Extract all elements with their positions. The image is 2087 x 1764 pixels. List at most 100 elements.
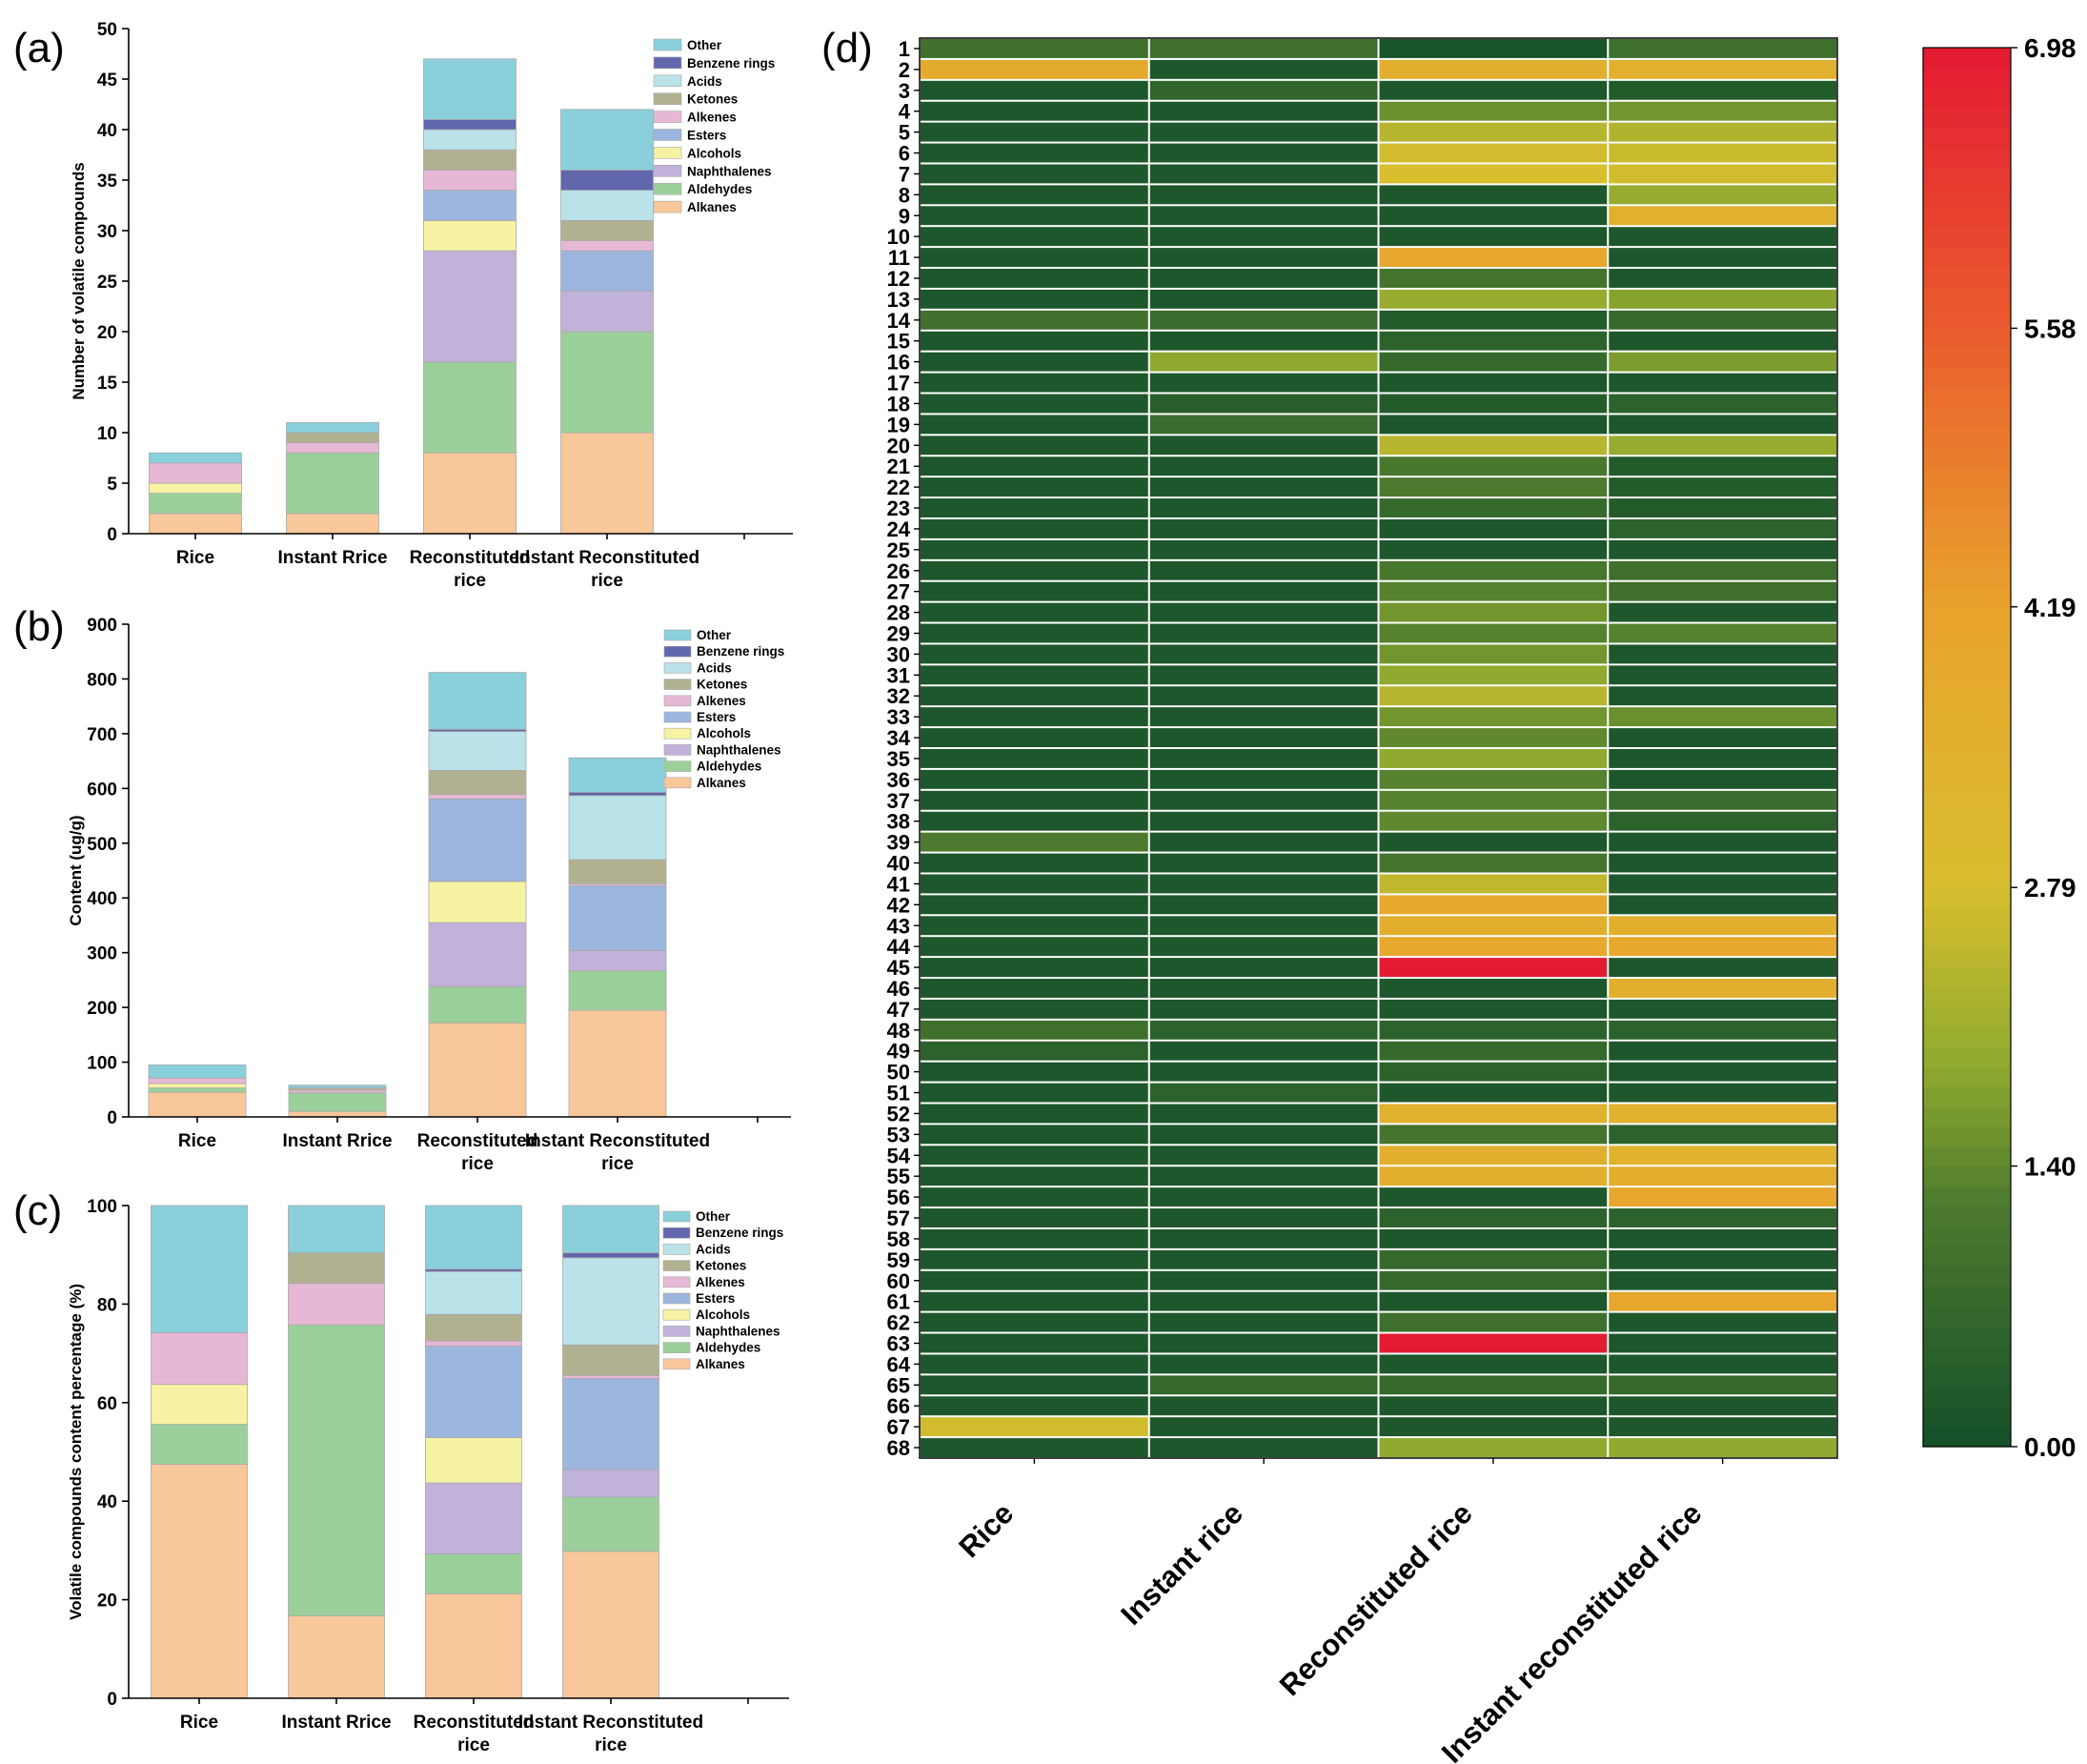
legend-swatch-naphthalenes (662, 1326, 691, 1337)
heatmap-cell-r64-rice (921, 1354, 1148, 1374)
legend-swatch-ketones (653, 92, 682, 105)
bar-segment-naphthalenes-instant-reconstituted-rice (562, 1469, 659, 1498)
bar-segment-aldehydes-instant-reconstituted-rice (568, 970, 667, 1011)
colorbar-step (1923, 48, 2011, 69)
row-label: 9 (899, 204, 910, 228)
row-label: 63 (887, 1331, 910, 1355)
heatmap-cell-r10-instant-reconstituted-rice (1609, 227, 1836, 247)
x-tick-label-line: Reconstituted (414, 1713, 535, 1733)
heatmap-cell-r18-instant-reconstituted-rice (1609, 394, 1836, 414)
colorbar-tick-label: 6.98 (2024, 33, 2077, 63)
row-label: 51 (887, 1082, 910, 1105)
row-label: 1 (899, 37, 910, 61)
bar-segment-alkanes-instant-rrice (288, 1110, 387, 1118)
heatmap-cell-r30-instant-reconstituted-rice (1609, 644, 1836, 664)
heatmap-cell-r23-instant-reconstituted-rice (1609, 498, 1836, 517)
colorbar-step (1923, 1267, 2011, 1288)
heatmap-cell-r51-instant-rice (1149, 1083, 1378, 1103)
bar-segment-naphthalenes-reconstituted-rice (423, 250, 517, 363)
colorbar-step (1923, 347, 2011, 369)
heatmap-cell-r42-rice (921, 895, 1148, 915)
x-tick-label: Instant Rrice (282, 1131, 392, 1151)
heatmap-cell-r15-rice (921, 331, 1148, 351)
heatmap-cell-r40-reconstituted-rice (1379, 853, 1608, 873)
heatmap-cell-r15-reconstituted-rice (1379, 331, 1608, 351)
legend-label-aldehydes: Aldehydes (687, 182, 752, 196)
heatmap-cell-r38-instant-reconstituted-rice (1609, 811, 1836, 831)
heatmap-cell-r33-instant-reconstituted-rice (1609, 707, 1836, 727)
heatmap-cell-r20-rice (921, 436, 1148, 456)
y-tick-label: 5 (107, 475, 117, 495)
bar-segment-alkenes-reconstituted-rice (425, 1340, 522, 1347)
heatmap-cell-r30-rice (921, 644, 1148, 664)
colorbar-step (1923, 846, 2011, 868)
heatmap-cell-r68-instant-reconstituted-rice (1609, 1438, 1836, 1457)
colorbar-step (1923, 1006, 2011, 1028)
heatmap-cell-r49-instant-rice (1149, 1041, 1378, 1061)
bar-segment-other-reconstituted-rice (423, 58, 517, 120)
bar-segment-alkanes-instant-rrice (288, 1615, 385, 1699)
panel-label: (d) (821, 25, 873, 71)
bar-segment-esters-instant-reconstituted-rice (562, 1378, 659, 1470)
heatmap-cell-r59-instant-rice (1149, 1249, 1378, 1269)
heatmap-cell-r11-reconstituted-rice (1379, 248, 1608, 268)
heatmap-cell-r28-instant-rice (1149, 602, 1378, 622)
colorbar-step (1923, 1387, 2011, 1408)
heatmap-cell-r60-instant-reconstituted-rice (1609, 1270, 1836, 1290)
bar-segment-alkenes-instant-rrice (288, 1089, 387, 1094)
bar-segment-aldehydes-reconstituted-rice (425, 1553, 522, 1594)
bar-segment-other-instant-rrice (286, 421, 379, 434)
heatmap-cell-r60-reconstituted-rice (1379, 1270, 1608, 1290)
heatmap-cell-r26-instant-rice (1149, 560, 1378, 580)
legend-label-ketones: Ketones (696, 1259, 746, 1273)
heatmap-cell-r64-instant-rice (1149, 1354, 1378, 1374)
row-label: 2 (899, 58, 910, 82)
colorbar-step (1923, 187, 2011, 209)
heatmap-cell-r47-instant-reconstituted-rice (1609, 999, 1836, 1019)
colorbar-step (1923, 667, 2011, 688)
row-label: 16 (887, 351, 910, 375)
heatmap-cell-r38-reconstituted-rice (1379, 811, 1608, 831)
heatmap-cell-r29-reconstituted-rice (1379, 623, 1608, 643)
bar-segment-aldehydes-reconstituted-rice (423, 361, 517, 454)
heatmap-cell-r59-instant-reconstituted-rice (1609, 1249, 1836, 1269)
bar-segment-alcohols-reconstituted-rice (423, 219, 517, 252)
y-tick-label: 20 (97, 1592, 117, 1612)
heatmap-cell-r5-reconstituted-rice (1379, 122, 1608, 142)
bar-segment-alcohols-reconstituted-rice (425, 1437, 522, 1484)
heatmap-cell-r22-reconstituted-rice (1379, 477, 1608, 497)
legend-label-other: Other (687, 38, 722, 52)
legend-swatch-other (663, 629, 692, 641)
colorbar-tick-label: 4.19 (2024, 593, 2077, 622)
heatmap-cell-r46-instant-rice (1149, 979, 1378, 998)
x-tick-label-line: rice (591, 571, 623, 591)
colorbar-step (1923, 627, 2011, 648)
heatmap-cell-r9-instant-reconstituted-rice (1609, 206, 1836, 226)
heatmap-cell-r41-rice (921, 874, 1148, 894)
y-tick-label: 0 (107, 1690, 117, 1710)
colorbar-step (1923, 647, 2011, 668)
heatmap-cell-r32-reconstituted-rice (1379, 686, 1608, 706)
colorbar-step (1923, 167, 2011, 189)
heatmap-cell-r51-rice (921, 1083, 1148, 1103)
heatmap-cell-r53-instant-rice (1149, 1125, 1378, 1145)
bar-segment-aldehydes-rice (149, 493, 242, 515)
heatmap-cell-r10-instant-rice (1149, 227, 1378, 247)
heatmap-cell-r45-instant-rice (1149, 958, 1378, 978)
heatmap-cell-r55-instant-rice (1149, 1166, 1378, 1186)
row-label: 42 (887, 893, 910, 917)
heatmap-cell-r51-instant-reconstituted-rice (1609, 1083, 1836, 1103)
colorbar-step (1923, 567, 2011, 588)
heatmap-cell-r20-instant-rice (1149, 436, 1378, 456)
y-axis-title: Content (ug/g) (67, 815, 85, 925)
bar-segment-naphthalenes-reconstituted-rice (425, 1482, 522, 1554)
x-tick-label-line: Reconstituted (417, 1131, 538, 1151)
heatmap-cell-r58-instant-rice (1149, 1228, 1378, 1248)
heatmap-cell-r36-instant-rice (1149, 769, 1378, 789)
heatmap-cell-r1-rice (921, 39, 1148, 58)
row-label: 8 (899, 183, 910, 207)
heatmap-cell-r41-reconstituted-rice (1379, 874, 1608, 894)
row-label: 27 (887, 580, 910, 604)
heatmap-cell-r54-reconstituted-rice (1379, 1146, 1608, 1166)
bar-segment-alkanes-reconstituted-rice (428, 1022, 527, 1118)
